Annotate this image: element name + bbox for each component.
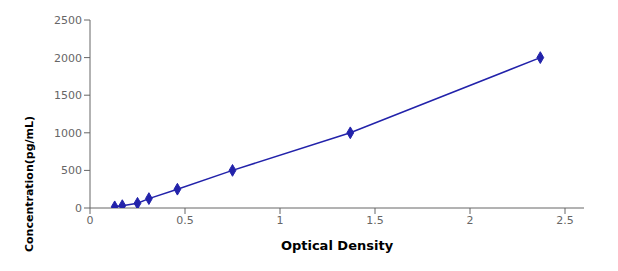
svg-text:0.5: 0.5 xyxy=(176,214,194,227)
svg-text:Optical Density: Optical Density xyxy=(281,238,394,253)
svg-text:0: 0 xyxy=(87,214,94,227)
svg-text:1: 1 xyxy=(277,214,284,227)
svg-text:2000: 2000 xyxy=(54,52,82,65)
svg-text:2.5: 2.5 xyxy=(556,214,574,227)
svg-text:2500: 2500 xyxy=(54,14,82,27)
svg-text:1500: 1500 xyxy=(54,89,82,102)
svg-text:1.5: 1.5 xyxy=(366,214,384,227)
svg-text:2: 2 xyxy=(467,214,474,227)
svg-text:1000: 1000 xyxy=(54,127,82,140)
svg-text:0: 0 xyxy=(75,202,82,215)
svg-text:Concentration(pg/mL): Concentration(pg/mL) xyxy=(23,116,36,252)
svg-text:500: 500 xyxy=(61,164,82,177)
